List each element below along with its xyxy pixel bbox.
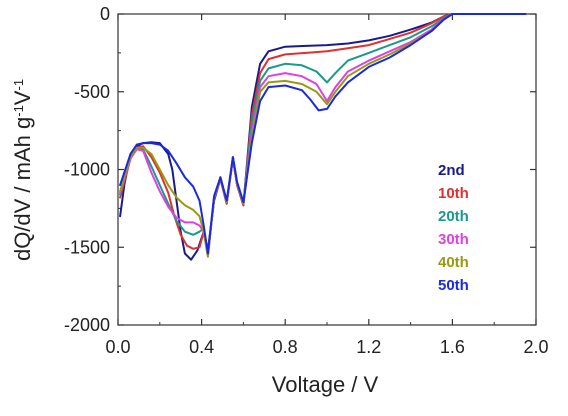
y-axis-title-main: dQ/dV / mAh g	[10, 117, 35, 261]
series-line-50th	[119, 13, 527, 255]
x-tick-label: 0.4	[189, 337, 214, 357]
y-tick-label: -2000	[64, 315, 110, 335]
grid-and-axes: 0.0 0.4 0.8 1.2 1.6 2.0 0 -500 -1000 -1500 -2000	[64, 4, 549, 357]
x-tick-label: 2.0	[523, 337, 548, 357]
legend-label-20th: 20th	[438, 208, 469, 225]
y-axis-title: dQ/dV / mAh g-1V-1	[10, 79, 35, 261]
series-lines	[119, 13, 527, 261]
legend-label-10th: 10th	[438, 185, 469, 202]
legend: 2nd 10th 20th 30th 40th 50th	[438, 162, 469, 294]
x-tick-label: 0.8	[273, 337, 298, 357]
y-tick-label: 0	[100, 4, 110, 24]
legend-label-40th: 40th	[438, 254, 469, 271]
legend-label-50th: 50th	[438, 277, 469, 294]
y-tick-label: -1500	[64, 237, 110, 257]
y-axis-title-sup2: -1	[11, 79, 26, 91]
y-tick-label: -500	[74, 82, 110, 102]
y-axis-title-unit: V	[10, 90, 35, 105]
x-axis-title: Voltage / V	[272, 372, 379, 397]
x-tick-label: 1.2	[356, 337, 381, 357]
x-tick-label: 1.6	[440, 337, 465, 357]
legend-label-30th: 30th	[438, 231, 469, 248]
y-axis-title-sup1: -1	[11, 105, 26, 117]
x-tick-label: 0.0	[105, 337, 130, 357]
legend-label-2nd: 2nd	[438, 162, 465, 179]
y-tick-label: -1000	[64, 160, 110, 180]
